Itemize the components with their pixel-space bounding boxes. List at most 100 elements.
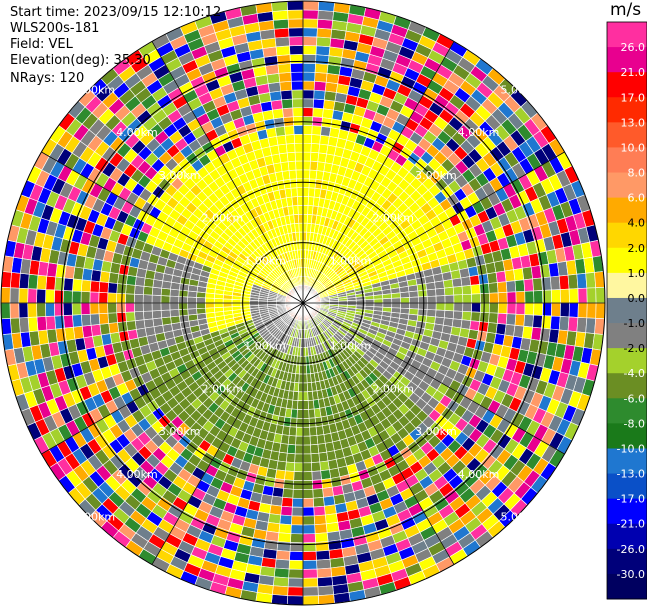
ppi-cell <box>296 187 304 197</box>
ppi-cell <box>277 532 292 543</box>
ppi-cell <box>292 480 304 490</box>
ppi-cell <box>281 170 291 181</box>
range-ring-label: 1.00km <box>244 254 286 267</box>
ppi-cell <box>9 302 20 319</box>
ppi-cell <box>311 461 321 472</box>
ppi-cell <box>444 286 455 296</box>
ppi-cell <box>577 302 588 319</box>
ppi-cell <box>249 302 259 307</box>
colorbar-tick-label: 0.0 <box>628 292 646 305</box>
ppi-cell <box>316 27 333 39</box>
range-ring-label: 3.00km <box>415 169 457 182</box>
ppi-cell <box>417 289 428 298</box>
ppi-cell <box>269 90 282 102</box>
ppi-cell <box>196 302 206 309</box>
ppi-cell <box>45 275 56 291</box>
ppi-cell <box>280 505 293 517</box>
ppi-cell <box>282 107 294 118</box>
ppi-cell <box>293 462 304 473</box>
ppi-cell <box>302 364 308 375</box>
ppi-cell <box>302 400 309 410</box>
ppi-cell <box>299 249 304 259</box>
ppi-cell <box>45 302 55 317</box>
ppi-cell <box>274 125 286 137</box>
ppi-cell <box>317 443 327 454</box>
ppi-cell <box>297 400 304 410</box>
ppi-cell <box>550 315 561 331</box>
range-ring-label: 4.00km <box>458 468 500 481</box>
ppi-cell <box>391 297 402 304</box>
ppi-cell <box>408 290 419 298</box>
range-ring-label: 2.00km <box>202 212 244 225</box>
ppi-cell <box>71 302 82 316</box>
colorbar-tick-label: 17.0 <box>621 91 646 104</box>
ppi-cell <box>134 285 145 295</box>
ppi-cell <box>36 302 47 318</box>
ppi-cell <box>314 532 329 543</box>
ppi-cell <box>479 283 490 295</box>
ppi-cell <box>497 291 508 304</box>
ppi-cell <box>558 274 570 290</box>
ppi-cell <box>292 107 304 118</box>
range-ring-label: 5.00km <box>501 83 543 96</box>
ppi-cell <box>314 63 329 74</box>
range-ring-label: 1.00km <box>330 254 372 267</box>
ppi-cell <box>125 302 135 313</box>
ppi-cell <box>320 125 332 137</box>
ppi-cell <box>523 314 534 328</box>
ppi-cell <box>152 317 163 327</box>
ppi-cell <box>302 382 308 393</box>
ppi-cell <box>45 289 55 304</box>
ppi-cell <box>288 426 297 437</box>
ppi-cell <box>310 151 320 162</box>
ppi-cell <box>170 315 181 325</box>
field-label: Field: VEL <box>10 37 73 52</box>
ppi-cell <box>296 409 304 419</box>
start-time-label: Start time: 2023/09/15 12:10:12 <box>10 5 222 20</box>
ppi-cell <box>0 286 11 304</box>
ppi-cell <box>505 313 517 326</box>
ppi-cell <box>80 313 92 327</box>
range-ring-label: 3.00km <box>159 425 201 438</box>
ppi-cell <box>324 90 337 102</box>
ppi-cell <box>98 291 109 304</box>
ppi-cell <box>178 308 189 317</box>
ppi-cell <box>280 161 290 172</box>
ppi-cell <box>277 63 292 74</box>
ppi-cell <box>160 309 171 319</box>
ppi-cell <box>443 279 454 289</box>
ppi-cell <box>27 302 38 318</box>
ppi-cell <box>287 18 304 29</box>
ppi-cell <box>461 311 472 321</box>
ppi-cell <box>296 418 304 428</box>
ppi-cell <box>514 313 526 327</box>
ppi-cell <box>231 302 242 308</box>
ppi-cell <box>302 36 318 47</box>
ppi-cell <box>426 295 437 304</box>
colorbar-tick-label: 8.0 <box>628 167 646 180</box>
ppi-cell <box>288 559 304 570</box>
ppi-cell <box>107 312 118 324</box>
ppi-cell <box>559 288 570 304</box>
ppi-cell <box>1 318 12 335</box>
colorbar-tick-label: -1.0 <box>624 317 645 330</box>
ppi-cell <box>524 302 535 316</box>
ppi-cell <box>151 310 162 320</box>
ppi-cell <box>204 302 215 309</box>
ppi-cell <box>302 71 316 82</box>
ppi-cell <box>294 142 304 153</box>
ppi-cell <box>585 272 597 289</box>
ppi-cell <box>435 287 446 297</box>
ppi-cell <box>0 302 11 320</box>
ppi-cell <box>452 310 463 321</box>
ppi-cell <box>311 125 322 136</box>
ppi-cell <box>426 302 437 311</box>
ppi-cell <box>287 586 304 597</box>
ppi-cell <box>196 297 206 304</box>
ppi-cell <box>311 479 323 490</box>
ppi-cell <box>488 282 499 294</box>
ppi-cell <box>72 314 83 328</box>
ppi-cell <box>293 471 304 481</box>
ppi-cell <box>307 399 315 410</box>
ppi-cell <box>143 310 154 321</box>
